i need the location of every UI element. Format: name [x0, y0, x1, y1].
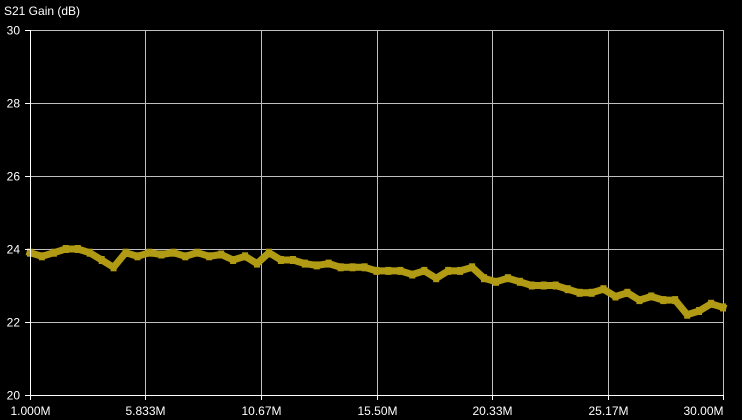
data-point	[600, 285, 607, 294]
tick-labels: 1.000M 5.833M 10.67M 15.50M 20.33M 25.17M 30.0…	[7, 24, 724, 419]
data-point	[469, 263, 476, 272]
data-point	[385, 266, 392, 275]
x-tick-label: 15.50M	[357, 404, 397, 418]
data-point	[504, 274, 511, 283]
grid	[30, 30, 724, 395]
x-tick-label: 1.000M	[10, 404, 50, 418]
chart-title: S21 Gain (dB)	[4, 4, 80, 18]
data-point	[576, 288, 583, 297]
data-point	[98, 256, 105, 264]
x-tick-label: 25.17M	[588, 404, 628, 418]
data-point	[696, 307, 703, 315]
data-point	[313, 261, 320, 270]
data-point	[349, 263, 356, 272]
data-point	[445, 266, 452, 275]
data-point	[708, 299, 715, 308]
data-point	[289, 256, 296, 264]
data-point	[373, 266, 380, 275]
data-point	[38, 252, 45, 261]
data-point	[194, 248, 201, 257]
data-point	[86, 248, 93, 257]
data-point	[266, 248, 272, 257]
data-point	[672, 296, 679, 305]
data-point	[636, 296, 643, 305]
data-point	[397, 266, 404, 275]
data-point	[588, 288, 595, 297]
data-point	[660, 296, 667, 305]
x-tick-label: 20.33M	[472, 404, 512, 418]
data-point	[493, 277, 499, 286]
y-tick-label: 22	[7, 316, 21, 330]
data-point	[218, 250, 225, 259]
data-point	[158, 250, 165, 259]
axes	[25, 30, 724, 400]
data-point	[433, 274, 440, 283]
data-point	[301, 259, 308, 268]
data-point	[552, 281, 559, 290]
data-point	[720, 303, 726, 312]
x-tick-label: 10.67M	[241, 404, 281, 418]
data-point	[230, 256, 237, 264]
y-tick-label: 20	[7, 389, 21, 403]
y-tick-label: 30	[7, 24, 21, 38]
data-point	[457, 266, 464, 275]
data-point	[254, 259, 260, 268]
data-point	[648, 292, 655, 301]
data-point	[50, 248, 57, 257]
data-point	[182, 252, 189, 261]
data-point	[528, 281, 535, 290]
data-point	[337, 263, 344, 272]
data-point	[206, 252, 213, 261]
y-tick-label: 24	[7, 243, 21, 257]
data-point	[122, 248, 129, 257]
x-tick-label: 5.833M	[125, 404, 165, 418]
data-point	[74, 245, 81, 253]
data-point	[540, 281, 547, 290]
trace	[25, 245, 728, 319]
data-point	[516, 277, 523, 286]
data-point	[361, 263, 368, 272]
data-point	[421, 266, 428, 275]
data-point	[684, 310, 691, 319]
data-point	[612, 292, 619, 301]
data-point	[170, 248, 177, 257]
y-tick-label: 26	[7, 170, 21, 184]
data-point	[146, 248, 153, 257]
data-point	[134, 252, 141, 261]
data-point	[325, 259, 332, 268]
data-point	[242, 252, 249, 261]
data-point	[62, 245, 69, 253]
x-tick-label: 30.00M	[683, 404, 723, 418]
data-point	[277, 256, 284, 264]
y-tick-label: 28	[7, 97, 21, 111]
data-point	[110, 263, 117, 272]
data-point	[564, 285, 571, 294]
data-point	[624, 288, 631, 297]
data-point	[409, 270, 416, 279]
data-point	[481, 274, 487, 283]
